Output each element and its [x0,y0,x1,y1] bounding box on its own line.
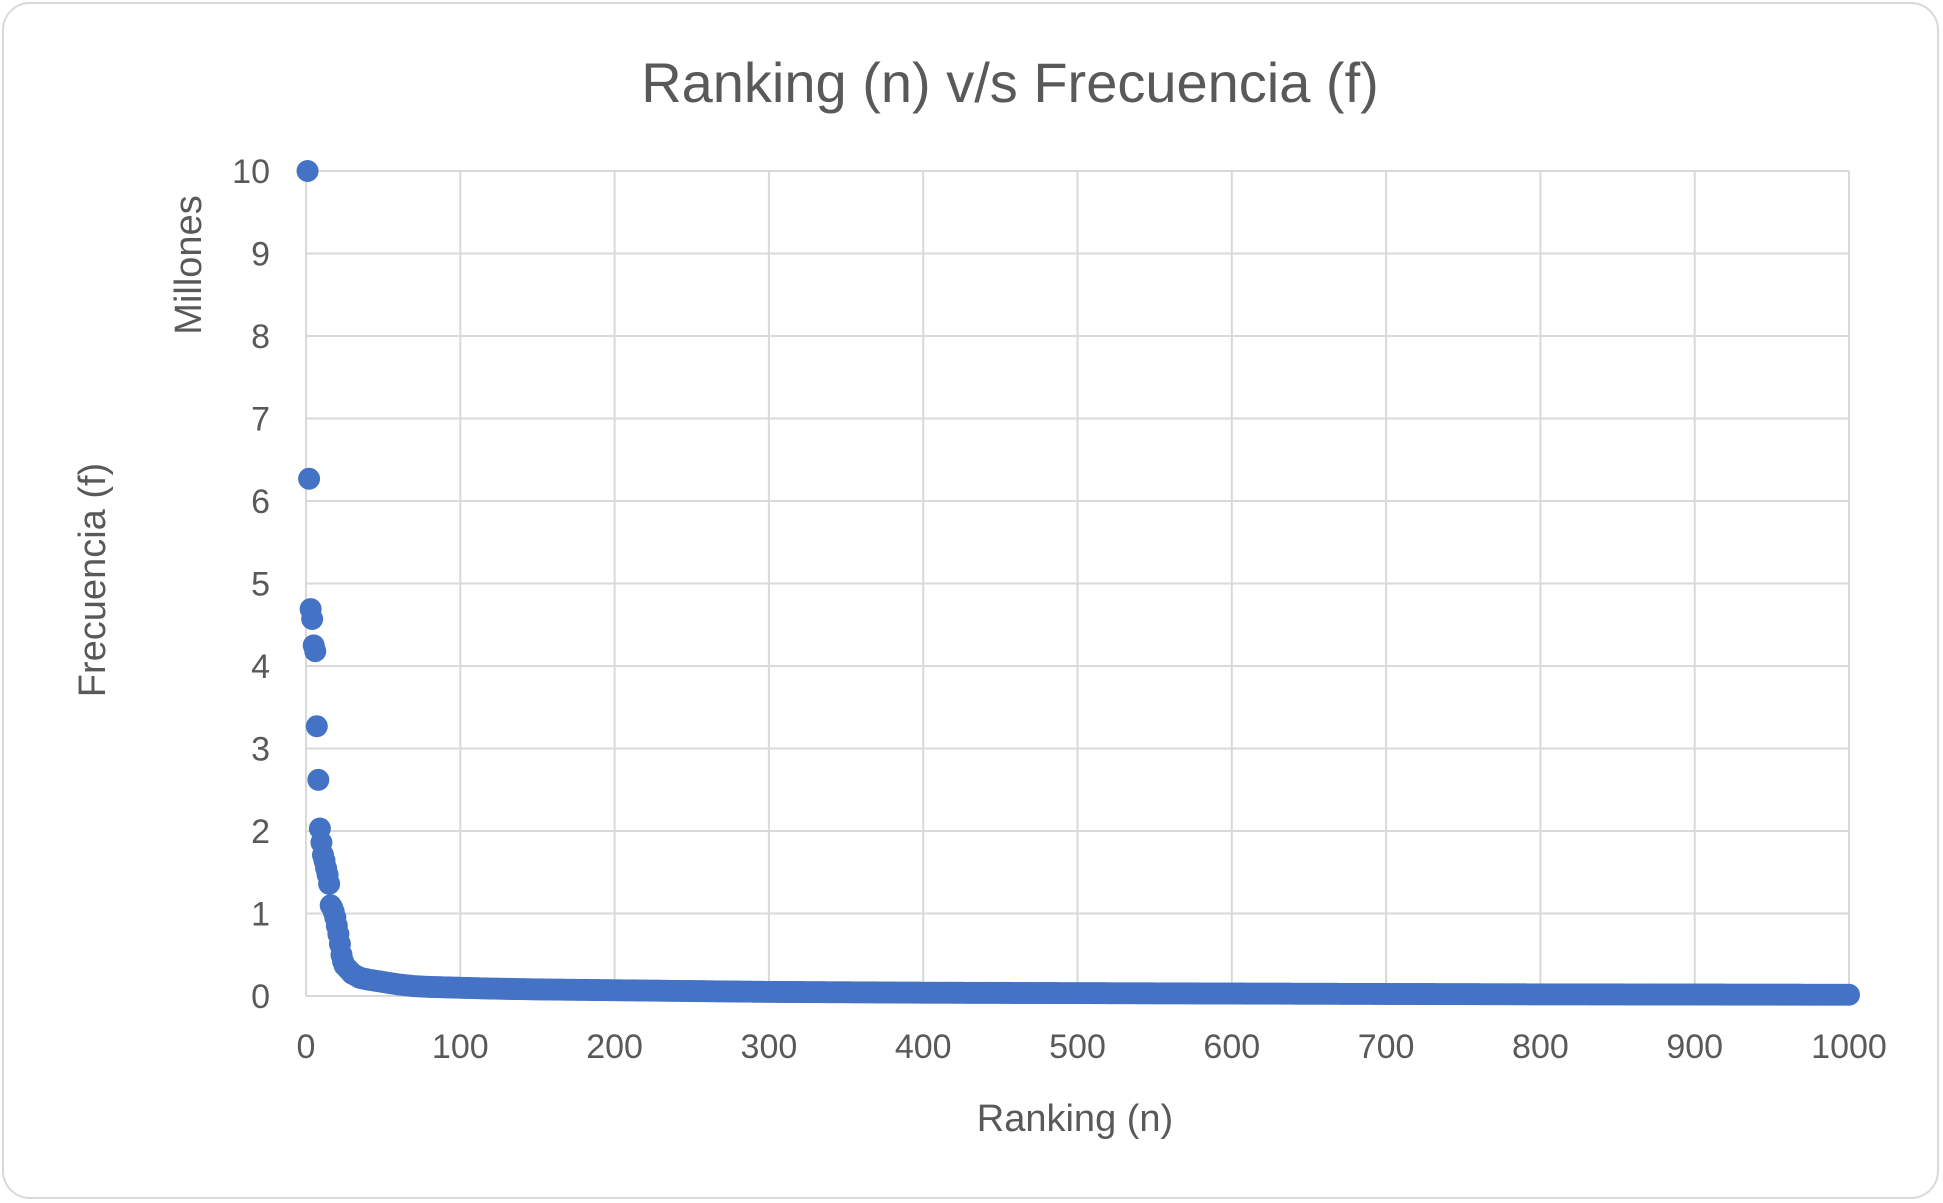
y-tick-label: 5 [251,566,270,604]
data-points [296,160,1860,1006]
x-tick-label: 100 [432,1028,489,1066]
x-tick-label: 1000 [1811,1028,1887,1066]
gridlines [305,170,1850,997]
y-tick-label: 6 [251,483,270,521]
y-tick-label: 4 [251,648,270,686]
x-tick-label: 400 [895,1028,952,1066]
x-tick-label: 200 [586,1028,643,1066]
y-display-unit: Millones [168,195,210,334]
y-tick-label: 8 [251,318,270,356]
x-tick-label: 500 [1049,1028,1106,1066]
y-tick-label: 7 [251,401,270,439]
y-tick-label: 3 [251,731,270,769]
y-axis-ticks: 0 1 2 3 4 5 6 7 8 9 10 [232,153,270,1016]
data-point [304,640,327,663]
x-tick-label: 700 [1358,1028,1415,1066]
data-point [296,160,319,182]
y-tick-label: 9 [251,236,270,274]
x-tick-label: 0 [297,1028,316,1066]
x-axis-label: Ranking (n) [977,1098,1173,1140]
y-tick-label: 0 [251,978,270,1016]
y-tick-label: 1 [251,896,270,934]
data-point [305,715,328,738]
y-axis-label: Frecuencia (f) [72,463,114,697]
x-tick-label: 600 [1203,1028,1260,1066]
x-tick-label: 900 [1666,1028,1723,1066]
x-axis-ticks: 0 100 200 300 400 500 600 700 800 900 1000 [297,1028,1887,1066]
data-point [1838,983,1860,1006]
data-point [298,467,321,490]
data-point [307,768,330,791]
y-tick-label: 10 [232,153,270,191]
x-tick-label: 800 [1512,1028,1569,1066]
data-point [301,607,324,630]
y-tick-label: 2 [251,813,270,851]
chart-title: Ranking (n) v/s Frecuencia (f) [641,51,1379,114]
data-point [318,872,341,895]
x-tick-label: 300 [741,1028,798,1066]
